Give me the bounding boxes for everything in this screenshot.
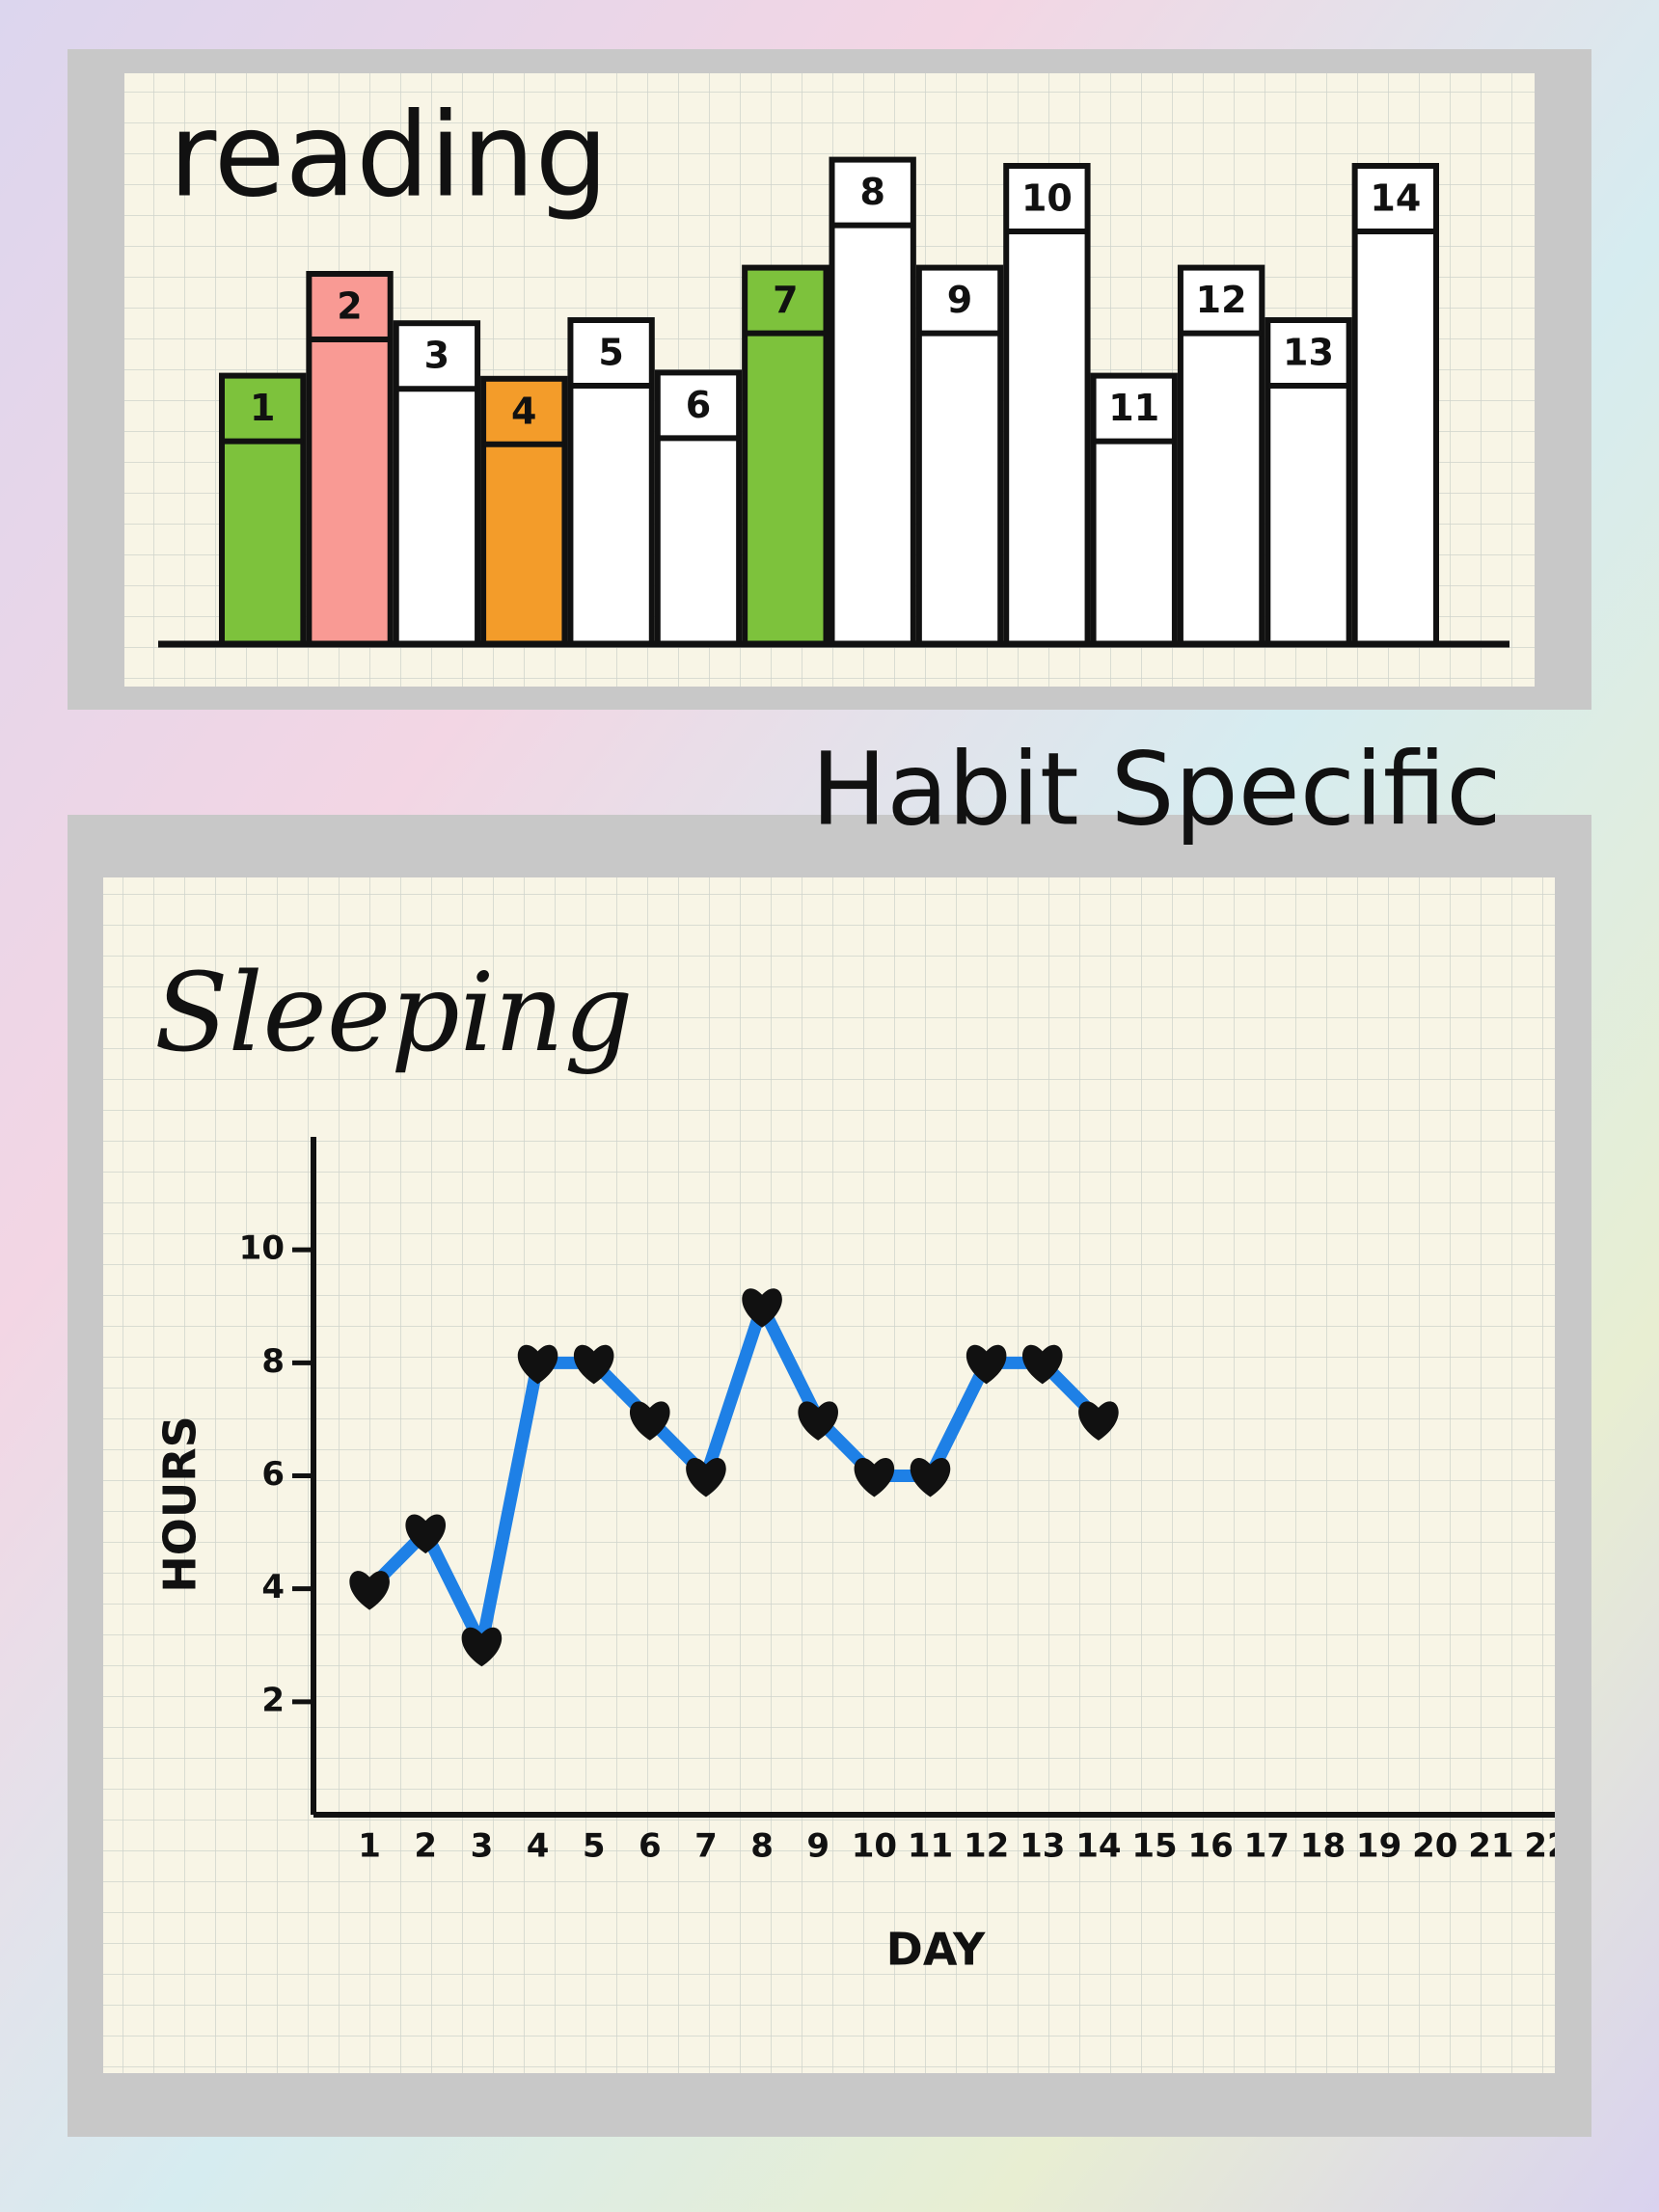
x-tick-label: 14 [1075, 1827, 1121, 1866]
line [363, 1300, 1105, 1652]
x-tick-label: 5 [583, 1827, 606, 1866]
bar [1003, 163, 1091, 647]
bar-label: 12 [1196, 279, 1247, 321]
x-tick-label: 2 [414, 1827, 437, 1866]
marker [573, 1344, 614, 1385]
bar [1351, 163, 1439, 647]
x-axis-label: DAY [886, 1924, 986, 1976]
x-tick-label: 18 [1300, 1827, 1346, 1866]
x-tick-label: 17 [1244, 1827, 1290, 1866]
marker [517, 1344, 558, 1385]
x-tick-label: 9 [806, 1827, 830, 1866]
chart-title: Sleeping [154, 951, 633, 1076]
x-tick-label: 8 [750, 1827, 774, 1866]
x-tick-label: 19 [1356, 1827, 1401, 1866]
y-tick-label: 6 [261, 1455, 285, 1494]
bar [829, 156, 916, 647]
y-axis-label: HOURS [154, 1416, 206, 1593]
bar-label: 4 [511, 390, 536, 432]
bar-label: 14 [1370, 177, 1421, 220]
bar-label: 2 [337, 285, 362, 328]
bar [480, 375, 568, 647]
bar-label: 13 [1283, 332, 1334, 374]
marker [630, 1401, 670, 1441]
bar-label: 9 [947, 279, 972, 321]
marker [742, 1288, 782, 1328]
bar [915, 264, 1004, 647]
x-tick-label: 1 [358, 1827, 381, 1866]
x-tick-label: 7 [694, 1827, 718, 1866]
marker [1078, 1401, 1119, 1441]
heading: Habit Specific [811, 730, 1501, 848]
bar [742, 264, 830, 647]
bar [219, 372, 307, 647]
y-tick-label: 2 [261, 1681, 285, 1719]
marker [910, 1457, 951, 1497]
bar-label: 10 [1021, 177, 1073, 220]
x-tick-label: 21 [1468, 1827, 1513, 1866]
bar [1177, 264, 1265, 647]
x-tick-label: 13 [1020, 1827, 1065, 1866]
marker [1021, 1344, 1063, 1385]
x-tick-label: 22 [1524, 1827, 1569, 1866]
chart-title: reading [169, 90, 609, 224]
marker [798, 1401, 839, 1441]
x-tick-label: 6 [639, 1827, 662, 1866]
x-tick-label: 20 [1412, 1827, 1457, 1866]
marker [461, 1627, 503, 1667]
marker [965, 1344, 1007, 1385]
marker [854, 1457, 895, 1497]
marker [405, 1514, 447, 1554]
bar-label: 8 [859, 171, 884, 213]
y-tick-label: 10 [239, 1229, 285, 1268]
bar [1090, 372, 1178, 647]
bar-label: 11 [1108, 387, 1159, 429]
bar-label: 6 [686, 384, 711, 426]
x-tick-label: 11 [908, 1827, 953, 1866]
bar [306, 271, 394, 647]
bar-label: 7 [773, 279, 798, 321]
x-tick-label: 16 [1188, 1827, 1234, 1866]
y-tick-label: 4 [261, 1568, 285, 1606]
x-tick-label: 15 [1131, 1827, 1177, 1866]
x-tick-label: 12 [964, 1827, 1009, 1866]
marker [686, 1457, 726, 1497]
x-tick-label: 10 [852, 1827, 897, 1866]
bar-label: 1 [250, 387, 275, 429]
x-tick-label: 3 [471, 1827, 494, 1866]
bar [393, 320, 481, 647]
y-tick-label: 8 [261, 1342, 285, 1381]
bar-label: 5 [598, 332, 623, 374]
x-tick-label: 4 [527, 1827, 550, 1866]
panel-paper [103, 877, 1555, 2073]
marker [349, 1571, 390, 1610]
bar-label: 3 [424, 335, 449, 377]
